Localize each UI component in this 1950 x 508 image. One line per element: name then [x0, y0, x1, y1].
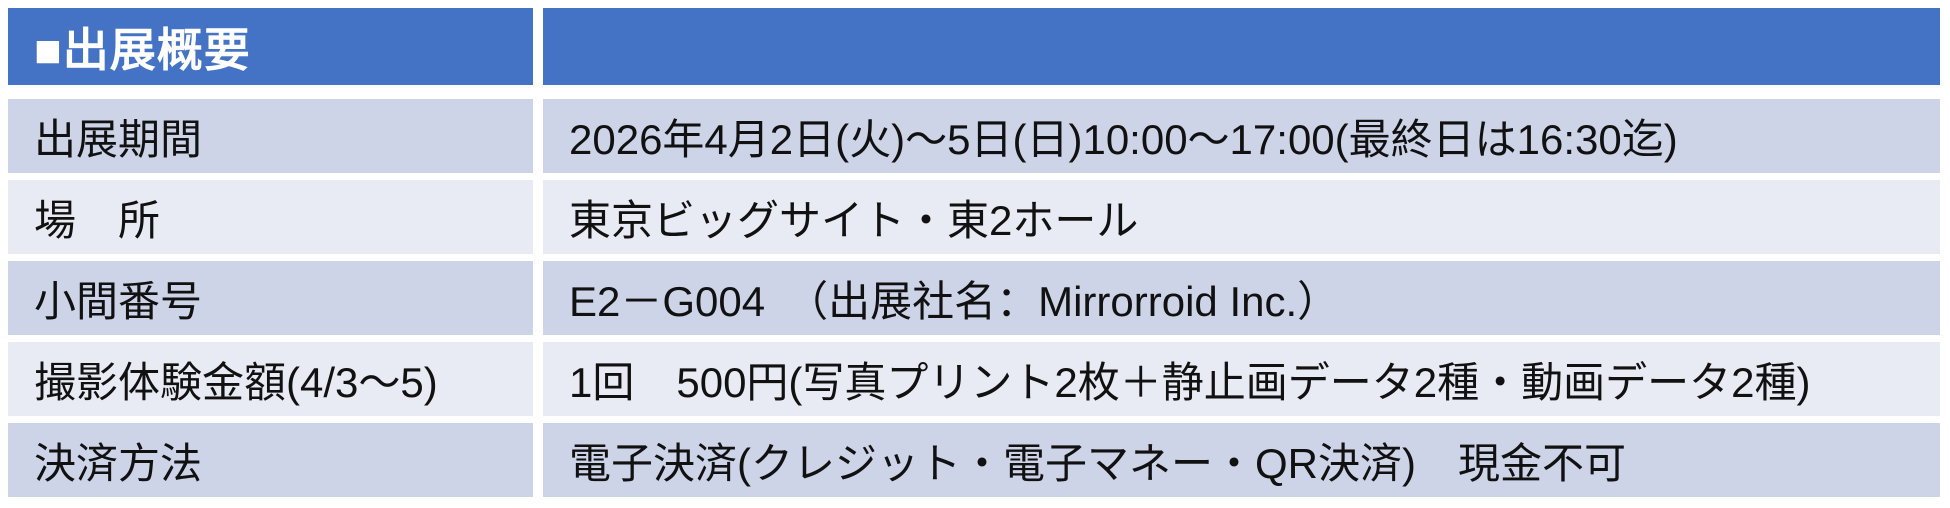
row-value-cell: 2026年4月2日(火)～5日(日)10:00～17:00(最終日は16:30迄…: [543, 99, 1940, 173]
row-label: 小間番号: [34, 277, 203, 325]
table-row-exhibit-period: 出展期間 2026年4月2日(火)～5日(日)10:00～17:00(最終日は1…: [8, 99, 1940, 173]
row-value: 1回 500円(写真プリント2枚＋静止画データ2種・動画データ2種): [569, 358, 1811, 406]
row-label: 決済方法: [34, 439, 203, 487]
table-row-booth-number: 小間番号 E2－G004 （出展社名：Mirrorroid Inc.）: [8, 261, 1940, 335]
row-value-cell: 電子決済(クレジット・電子マネー・QR決済) 現金不可: [543, 423, 1940, 497]
table-header-row: ■出展概要: [8, 8, 1940, 85]
row-value: 東京ビッグサイト・東2ホール: [569, 196, 1139, 244]
table-header-title-cell: ■出展概要: [8, 8, 533, 85]
table-row-photo-session-price: 撮影体験金額(4/3～5) 1回 500円(写真プリント2枚＋静止画データ2種・…: [8, 342, 1940, 416]
row-label-cell: 小間番号: [8, 261, 533, 335]
row-value-cell: 東京ビッグサイト・東2ホール: [543, 180, 1940, 254]
table-row-payment-method: 決済方法 電子決済(クレジット・電子マネー・QR決済) 現金不可: [8, 423, 1940, 497]
table-title: ■出展概要: [34, 23, 251, 76]
row-label: 撮影体験金額(4/3～5): [34, 358, 438, 406]
row-label-cell: 決済方法: [8, 423, 533, 497]
row-value-cell: 1回 500円(写真プリント2枚＋静止画データ2種・動画データ2種): [543, 342, 1940, 416]
row-label-cell: 出展期間: [8, 99, 533, 173]
table-header-spacer-cell: [543, 8, 1940, 85]
row-label: 出展期間: [34, 115, 203, 163]
row-value-cell: E2－G004 （出展社名：Mirrorroid Inc.）: [543, 261, 1940, 335]
row-value: E2－G004 （出展社名：Mirrorroid Inc.）: [569, 277, 1340, 325]
row-label-cell: 場 所: [8, 180, 533, 254]
table-row-location: 場 所 東京ビッグサイト・東2ホール: [8, 180, 1940, 254]
row-label: 場 所: [34, 196, 161, 244]
row-label-cell: 撮影体験金額(4/3～5): [8, 342, 533, 416]
row-value: 2026年4月2日(火)～5日(日)10:00～17:00(最終日は16:30迄…: [569, 115, 1678, 163]
row-value: 電子決済(クレジット・電子マネー・QR決済) 現金不可: [569, 439, 1626, 487]
